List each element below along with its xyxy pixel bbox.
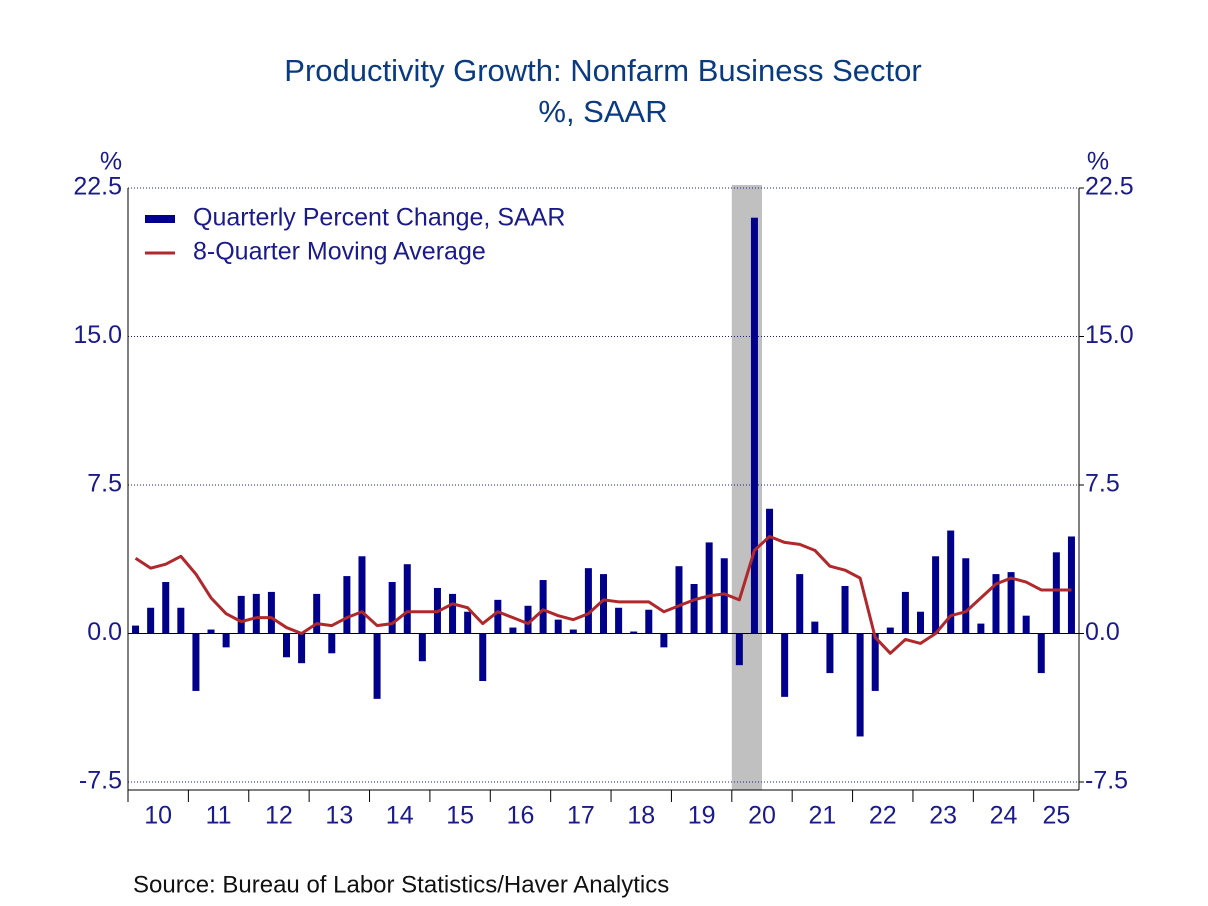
bar (147, 607, 155, 634)
chart-subtitle: %, SAAR (538, 94, 667, 129)
bar (207, 629, 215, 634)
y-tick-label: 15.0 (73, 321, 122, 349)
bar (479, 633, 487, 682)
x-tick-label: 11 (206, 802, 232, 830)
bar (1037, 633, 1045, 674)
bar (524, 605, 532, 634)
y-tick-label: 0.0 (87, 618, 122, 646)
y2-tick-label: 22.5 (1085, 173, 1134, 201)
bar (766, 508, 774, 634)
bar (237, 595, 245, 634)
bar (917, 611, 924, 634)
chart-title: Productivity Growth: Nonfarm Business Se… (284, 53, 921, 88)
bar (781, 633, 789, 697)
bar (403, 564, 411, 634)
bar (630, 631, 638, 634)
bar (539, 580, 547, 634)
bar (856, 633, 864, 737)
x-tick-label: 20 (748, 802, 776, 830)
bar (569, 629, 577, 634)
bar (313, 593, 321, 634)
y-tick-label: -7.5 (79, 767, 122, 795)
bar (584, 568, 592, 634)
x-tick-label: 25 (1042, 802, 1070, 830)
bar (841, 585, 849, 634)
bar (705, 542, 713, 634)
x-tick-label: 13 (325, 802, 353, 830)
legend-swatch (145, 215, 175, 223)
bar (735, 633, 743, 666)
bar (388, 582, 396, 634)
bar (675, 566, 683, 634)
bar (283, 633, 290, 658)
bar (222, 633, 230, 648)
bar (615, 607, 623, 634)
x-tick-label: 18 (627, 802, 655, 830)
y2-axis-unit: % (1087, 148, 1109, 176)
bar (826, 633, 834, 674)
bar (932, 556, 940, 634)
x-tick-label: 21 (808, 802, 836, 830)
bar (600, 574, 607, 634)
y-tick-label: 7.5 (87, 470, 122, 498)
bar (690, 584, 698, 634)
y2-tick-label: 15.0 (1085, 321, 1134, 349)
x-tick-label: 22 (869, 802, 897, 830)
bar (992, 574, 1000, 634)
legend-label: Quarterly Percent Change, SAAR (193, 204, 565, 232)
bar (328, 633, 336, 654)
bar (720, 558, 728, 634)
y2-tick-label: 7.5 (1085, 470, 1120, 498)
x-tick-label: 17 (567, 802, 595, 830)
bar (1067, 536, 1075, 634)
bar (886, 627, 894, 634)
bar (871, 633, 879, 691)
bar (750, 217, 758, 634)
y-axis-unit: % (100, 148, 122, 176)
bar (358, 556, 366, 634)
y-tick-label: 22.5 (73, 173, 122, 201)
source-note: Source: Bureau of Labor Statistics/Haver… (133, 871, 669, 898)
y2-tick-label: -7.5 (1085, 767, 1128, 795)
bar (373, 633, 381, 699)
bar (660, 633, 668, 648)
x-tick-label: 12 (265, 802, 293, 830)
bar (977, 623, 985, 634)
bar (1022, 615, 1030, 634)
bar (192, 633, 200, 691)
bar (162, 582, 170, 634)
x-tick-label: 23 (929, 802, 957, 830)
x-tick-label: 24 (990, 802, 1018, 830)
legend-label: 8-Quarter Moving Average (193, 238, 486, 266)
bar (132, 625, 140, 634)
bar (1052, 552, 1060, 634)
bar (645, 609, 653, 634)
x-tick-label: 16 (507, 802, 535, 830)
bar (464, 611, 472, 634)
bar (343, 576, 351, 634)
x-tick-label: 15 (446, 802, 474, 830)
bar (298, 633, 306, 664)
bar (494, 599, 502, 634)
bar (252, 593, 260, 634)
x-tick-label: 14 (386, 802, 414, 830)
bar (811, 621, 819, 634)
bar (554, 619, 562, 634)
y2-tick-label: 0.0 (1085, 618, 1120, 646)
bar (1007, 572, 1015, 634)
line (134, 534, 1072, 655)
bar (449, 593, 457, 634)
bar (901, 591, 909, 634)
x-tick-label: 10 (144, 802, 172, 830)
bar (947, 530, 955, 634)
bar (962, 558, 970, 634)
bar (418, 633, 426, 662)
bar (796, 574, 804, 634)
bar (267, 591, 275, 634)
x-tick-label: 19 (688, 802, 716, 830)
bar (177, 607, 185, 634)
bar (509, 627, 517, 634)
